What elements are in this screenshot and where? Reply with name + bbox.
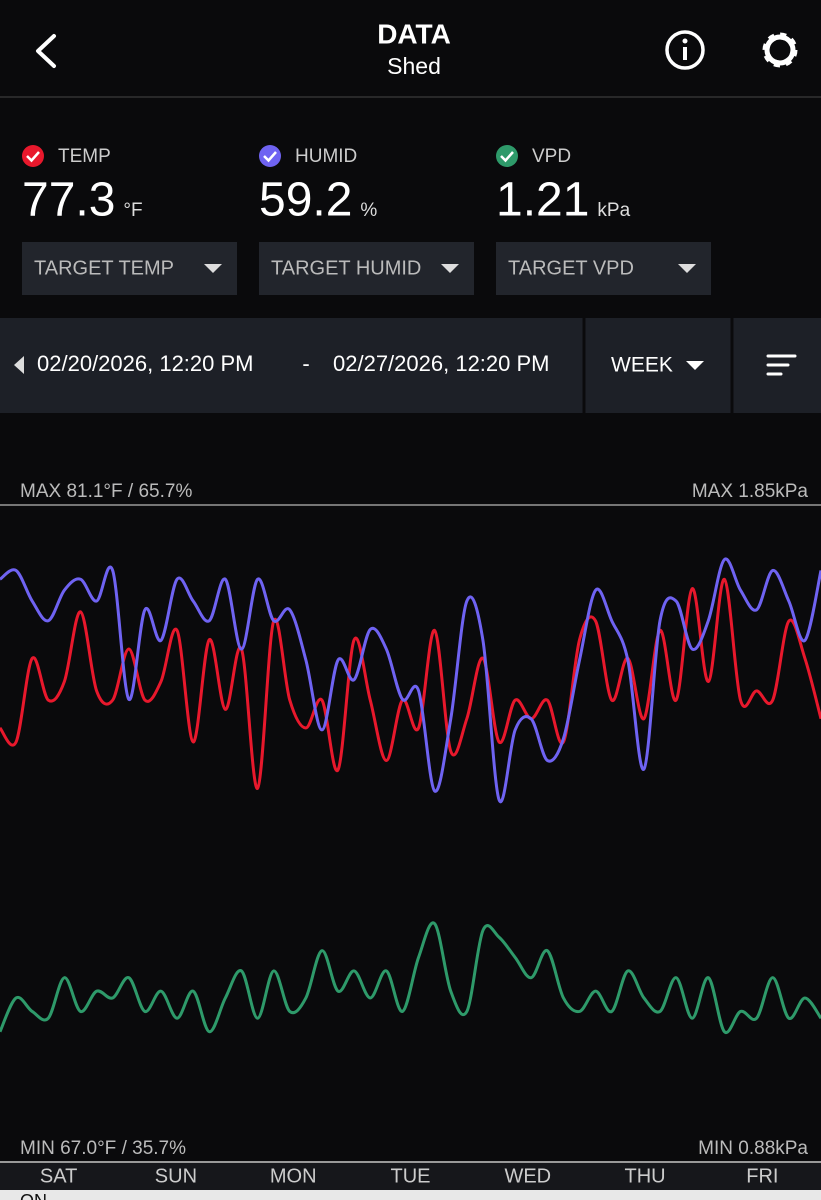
max-right-label: MAX 1.85kPa — [692, 481, 809, 502]
dropdown-arrow — [441, 264, 459, 273]
x-tick-label: THU — [625, 1165, 666, 1187]
dropdown-arrow — [678, 264, 696, 273]
target-label: TARGET VPD — [508, 257, 634, 279]
range-end[interactable]: 02/27/2026, 12:20 PM — [333, 351, 550, 376]
reading-label: TEMP — [58, 146, 111, 167]
max-left-label: MAX 81.1°F / 65.7% — [20, 481, 192, 502]
target-dropdown[interactable] — [22, 242, 237, 295]
x-tick-label: MON — [270, 1165, 317, 1187]
reading-unit: kPa — [597, 200, 630, 221]
period-dropdown[interactable]: WEEK — [611, 354, 673, 377]
check-icon — [496, 145, 518, 167]
reading-label: HUMID — [295, 146, 357, 167]
series-line — [0, 577, 821, 790]
footer-text: ON — [20, 1191, 47, 1200]
dropdown-arrow — [686, 361, 704, 370]
prev-button[interactable] — [14, 356, 24, 374]
reading-value: 77.3 — [22, 174, 115, 227]
target-label: TARGET TEMP — [34, 257, 174, 279]
sort-button[interactable] — [766, 354, 797, 376]
reading-unit: °F — [123, 200, 142, 221]
series-line — [0, 921, 821, 1035]
check-icon — [259, 145, 281, 167]
min-left-label: MIN 67.0°F / 35.7% — [20, 1138, 186, 1159]
x-tick-label: WED — [504, 1165, 551, 1187]
series-line — [0, 557, 821, 804]
range-start[interactable]: 02/20/2026, 12:20 PM — [37, 351, 254, 376]
target-label: TARGET HUMID — [271, 257, 421, 279]
target-dropdown[interactable] — [259, 242, 474, 295]
day-bar — [0, 1162, 821, 1190]
reading-label: VPD — [532, 146, 571, 167]
info-button[interactable] — [665, 30, 705, 70]
target-dropdown[interactable] — [496, 242, 711, 295]
title: DATA — [377, 18, 451, 49]
reading-value: 59.2 — [259, 174, 352, 227]
x-tick-label: SAT — [40, 1165, 77, 1187]
footer-bar — [0, 1190, 821, 1200]
settings-button[interactable] — [762, 32, 798, 68]
reading-value: 1.21 — [496, 174, 589, 227]
reading-unit: % — [360, 200, 377, 221]
check-mark — [26, 151, 40, 163]
date-bar — [0, 318, 821, 413]
check-mark — [500, 151, 514, 163]
subtitle: Shed — [387, 53, 441, 79]
check-icon — [22, 145, 44, 167]
x-tick-label: FRI — [746, 1165, 778, 1187]
min-right-label: MIN 0.88kPa — [698, 1138, 808, 1159]
x-tick-label: TUE — [391, 1165, 431, 1187]
x-tick-label: SUN — [155, 1165, 197, 1187]
check-mark — [263, 151, 277, 163]
range-separator: - — [302, 351, 309, 376]
dropdown-arrow — [204, 264, 222, 273]
back-button[interactable] — [36, 34, 56, 68]
